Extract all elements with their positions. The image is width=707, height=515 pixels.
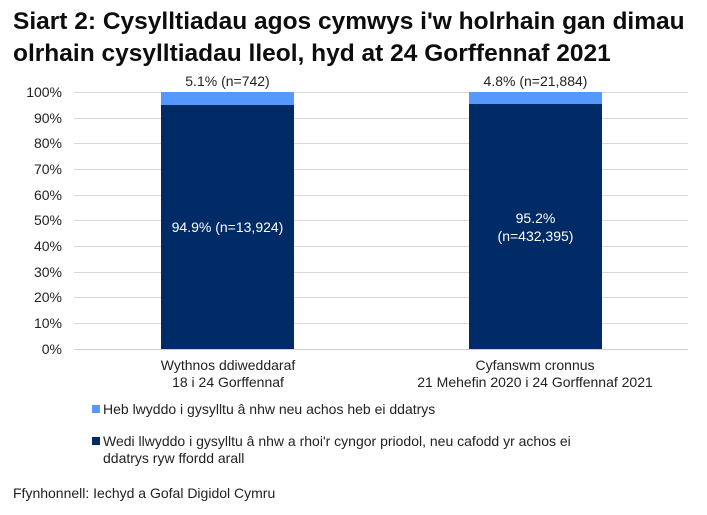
y-tick-60: 60%: [33, 187, 62, 203]
x-category-1: Wythnos ddiweddaraf 18 i 24 Gorffennaf: [118, 357, 338, 391]
y-tick-70: 70%: [33, 161, 62, 177]
chart-title: Siart 2: Cysylltiadau agos cymwys i'w ho…: [13, 6, 703, 70]
gridline-90: [74, 118, 688, 119]
x-category-2-line-1: Cyfanswm cronnus: [475, 357, 595, 373]
y-tick-10: 10%: [33, 315, 62, 331]
chart-title-line-2: olrhain cysylltiadau lleol, hyd at 24 Go…: [13, 40, 611, 67]
bar-2-inner-label-line-1: 95.2%: [515, 210, 556, 226]
bar-segment-reached: [469, 104, 602, 349]
gridline-80: [74, 143, 688, 144]
legend-swatch-navy-icon: [92, 437, 100, 445]
bar-latest-week: [161, 92, 294, 349]
legend-swatch-light-blue-icon: [92, 405, 100, 413]
gridline-70: [74, 169, 688, 170]
y-tick-0: 0%: [41, 341, 62, 357]
chart-title-line-1: Siart 2: Cysylltiadau agos cymwys i'w ho…: [13, 8, 685, 35]
gridline-30: [74, 272, 688, 273]
gridline-50: [74, 220, 688, 221]
y-tick-20: 20%: [33, 289, 62, 305]
gridline-40: [74, 246, 688, 247]
y-tick-100: 100%: [26, 84, 62, 100]
bar-1-top-label: 5.1% (n=742): [185, 73, 270, 89]
gridline-10: [74, 323, 688, 324]
bar-2-top-label: 4.8% (n=21,884): [483, 73, 588, 89]
bar-1-inner-label: 94.9% (n=13,924): [171, 219, 284, 235]
gridline-20: [74, 297, 688, 298]
x-category-2: Cyfanswm cronnus 21 Mehefin 2020 i 24 Go…: [385, 357, 685, 391]
y-tick-40: 40%: [33, 238, 62, 254]
legend-label-reached-line-2: ddatrys ryw ffordd arall: [103, 450, 245, 466]
legend-label-reached: Wedi llwyddo i gysylltu â nhw a rhoi'r c…: [103, 433, 663, 467]
y-tick-30: 30%: [33, 264, 62, 280]
x-category-1-line-1: Wythnos ddiweddaraf: [160, 357, 296, 373]
gridline-60: [74, 195, 688, 196]
x-axis-line: [74, 349, 688, 350]
bar-cumulative-total: [469, 92, 602, 349]
bar-segment-not-reached: [469, 92, 602, 104]
legend-label-not-reached: Heb lwyddo i gysylltu â nhw neu achos he…: [103, 401, 436, 417]
gridline-100: [74, 92, 688, 93]
bar-2-inner-label-line-2: (n=432,395): [497, 228, 574, 244]
chart-source: Ffynhonnell: Iechyd a Gofal Digidol Cymr…: [13, 485, 276, 501]
x-category-1-line-2: 18 i 24 Gorffennaf: [172, 374, 284, 390]
bar-segment-reached: [161, 105, 294, 349]
y-tick-90: 90%: [33, 110, 62, 126]
y-tick-80: 80%: [33, 135, 62, 151]
y-tick-50: 50%: [33, 212, 62, 228]
legend-label-reached-line-1: Wedi llwyddo i gysylltu â nhw a rhoi'r c…: [103, 433, 571, 449]
bar-segment-not-reached: [161, 92, 294, 105]
x-category-2-line-2: 21 Mehefin 2020 i 24 Gorffennaf 2021: [417, 374, 653, 390]
